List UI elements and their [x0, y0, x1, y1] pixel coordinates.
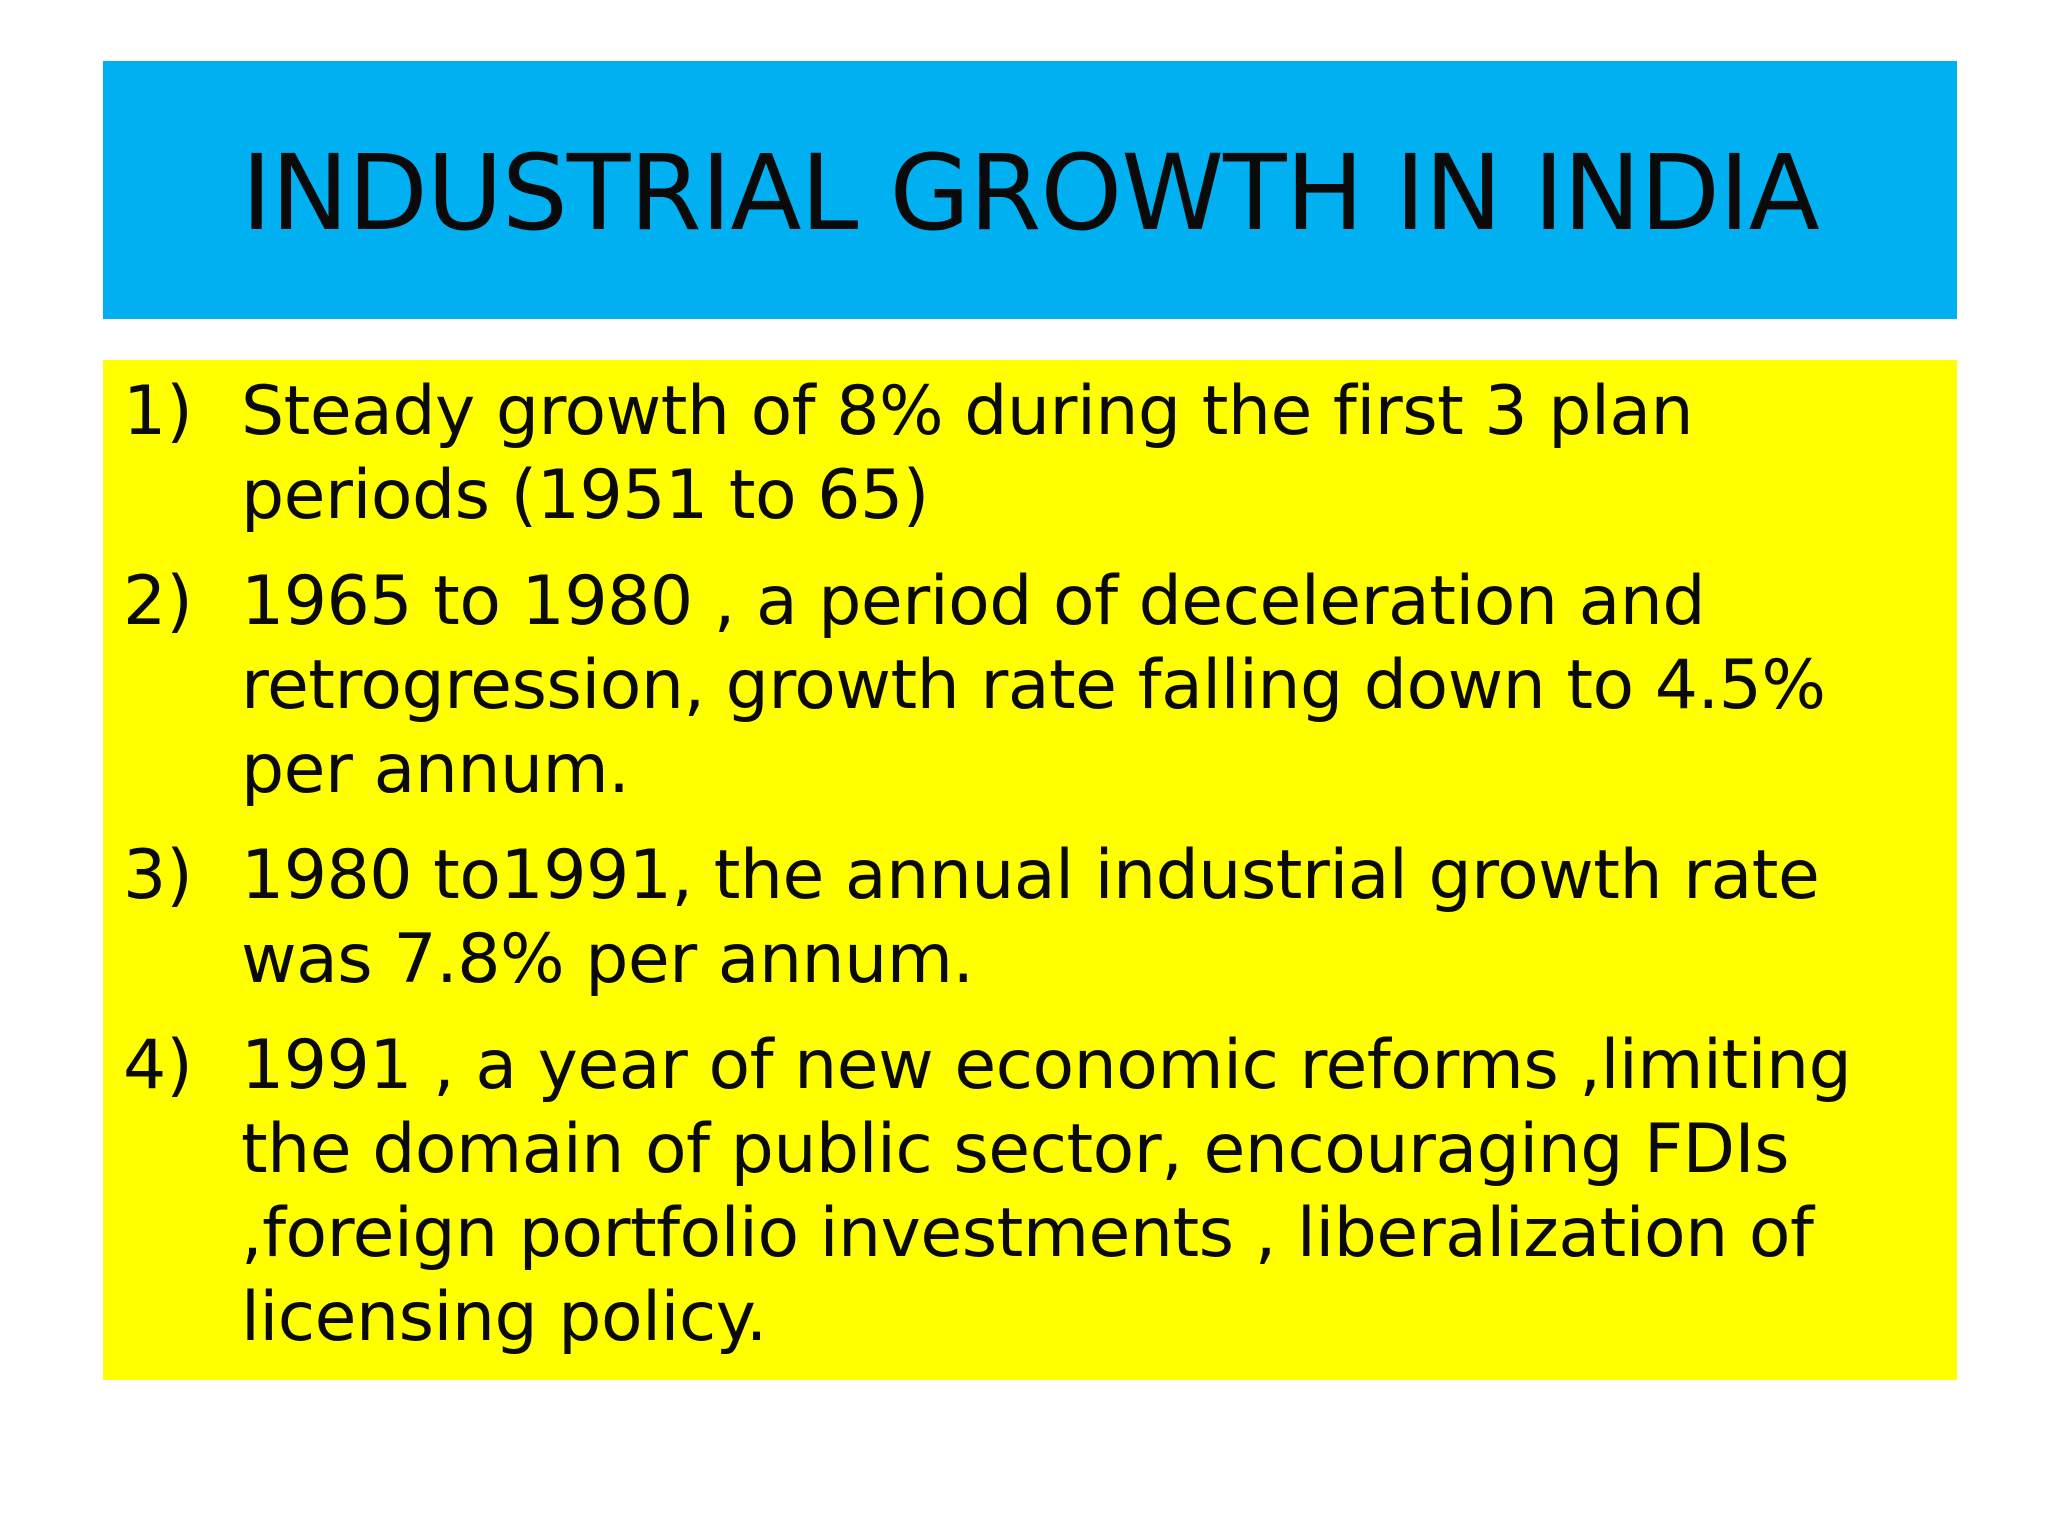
growth-list: 1) Steady growth of 8% during the first …: [123, 370, 1937, 1382]
list-item-text: 1991 , a year of new economic reforms ,l…: [241, 1026, 1852, 1357]
title-banner: INDUSTRIAL GROWTH IN INDIA: [103, 61, 1957, 319]
list-item-number: 4): [123, 1026, 193, 1105]
list-item: 3) 1980 to1991, the annual industrial gr…: [123, 834, 1937, 1002]
list-item: 4) 1991 , a year of new economic reforms…: [123, 1024, 1937, 1360]
content-panel: 1) Steady growth of 8% during the first …: [103, 360, 1957, 1380]
slide-title: INDUSTRIAL GROWTH IN INDIA: [241, 132, 1820, 254]
list-item-number: 2): [123, 562, 193, 641]
list-item-text: 1980 to1991, the annual industrial growt…: [241, 836, 1820, 999]
list-item-number: 1): [123, 372, 193, 451]
list-item-number: 3): [123, 836, 193, 915]
list-item: 1) Steady growth of 8% during the first …: [123, 370, 1937, 538]
list-item: 2) 1965 to 1980 , a period of decelerati…: [123, 560, 1937, 812]
list-item-text: Steady growth of 8% during the first 3 p…: [241, 372, 1694, 535]
list-item-text: 1965 to 1980 , a period of deceleration …: [241, 562, 1826, 809]
